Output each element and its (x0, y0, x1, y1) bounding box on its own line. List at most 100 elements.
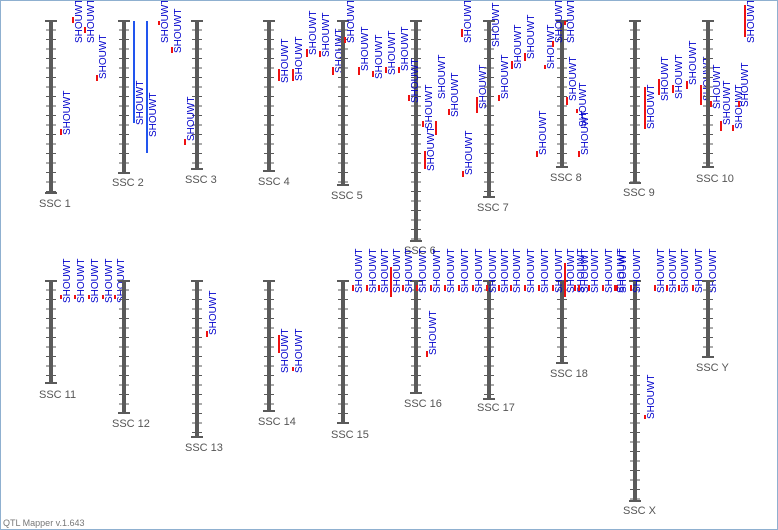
qtl-label: SHOUWT (308, 11, 319, 55)
qtl-label: SHOUWT (418, 249, 429, 293)
qtl-label: SHOUWT (380, 249, 391, 293)
qtl-label: SHOUWT (374, 35, 385, 79)
qtl-label: SHOUWT (208, 291, 219, 335)
qtl-label: SHOUWT (410, 59, 421, 103)
qtl-label: SHOUWT (186, 97, 197, 141)
qtl-label: SHOUWT (646, 375, 657, 419)
qtl-label: SHOUWT (712, 65, 723, 109)
qtl-label: SHOUWT (746, 1, 757, 43)
qtl-label: SHOUWT (740, 63, 751, 107)
qtl-label: SHOUWT (464, 131, 475, 175)
chromosome-label: SSC X (623, 505, 657, 517)
qtl-label: SHOUWT (104, 259, 115, 303)
qtl-label: SHOUWT (674, 55, 685, 99)
qtl-label: SHOUWT (74, 1, 85, 43)
chromosome-label: SSC 3 (185, 174, 217, 186)
qtl-label: SHOUWT (488, 249, 499, 293)
qtl-label: SHOUWT (426, 127, 437, 171)
qtl-label: SHOUWT (334, 29, 345, 73)
chromosome-label: SSC 18 (550, 368, 588, 380)
qtl-label: SHOUWT (280, 39, 291, 83)
qtl-label: SHOUWT (512, 249, 523, 293)
chromosome-label: SSC 4 (258, 176, 290, 188)
qtl-label: SHOUWT (554, 1, 565, 43)
qtl-label: SHOUWT (578, 83, 589, 127)
qtl-label: SHOUWT (360, 27, 371, 71)
qtl-label: SHOUWT (76, 259, 87, 303)
qtl-label: SHOUWT (526, 249, 537, 293)
qtl-label: SHOUWT (668, 249, 679, 293)
qtl-label: SHOUWT (173, 9, 184, 53)
qtl-label: SHOUWT (62, 259, 73, 303)
chromosome-label: SSC 12 (112, 418, 150, 430)
qtl-label: SHOUWT (694, 249, 705, 293)
chromosome-label: SSC Y (696, 362, 729, 374)
qtl-label: SHOUWT (428, 311, 439, 355)
qtl-label: SHOUWT (604, 249, 615, 293)
chromosome-label: SSC 15 (331, 429, 369, 441)
qtl-label: SHOUWT (500, 249, 511, 293)
qtl-label: SHOUWT (708, 249, 719, 293)
chromosome-label: SSC 5 (331, 190, 363, 202)
chromosome-label: SSC 7 (477, 202, 509, 214)
qtl-label: SHOUWT (294, 37, 305, 81)
qtl-label: SHOUWT (62, 91, 73, 135)
qtl-label: SHOUWT (546, 25, 557, 69)
qtl-label: SHOUWT (632, 249, 643, 293)
qtl-label: SHOUWT (580, 111, 591, 155)
qtl-label: SHOUWT (538, 111, 549, 155)
chromosome-label: SSC 14 (258, 416, 296, 428)
qtl-label: SHOUWT (90, 259, 101, 303)
chromosome-ssc-13: SSC 13 SHOUWT (185, 280, 223, 454)
qtl-label: SHOUWT (148, 93, 159, 137)
qtl-label: SHOUWT (478, 65, 489, 109)
qtl-label: SHOUWT (580, 249, 591, 293)
qtl-label: SHOUWT (526, 15, 537, 59)
chromosome-ssc-10: SSC 10SHOUWTSHOUWTSHOUWTSHOUWTSHOUWT (696, 1, 757, 185)
qtl-label: SHOUWT (437, 55, 448, 99)
qtl-label: SHOUWT (680, 249, 691, 293)
qtl-label: SHOUWT (554, 249, 565, 293)
qtl-label: SHOUWT (646, 85, 657, 129)
qtl-label: SHOUWT (321, 13, 332, 57)
chromosome-label: SSC 11 (39, 389, 76, 401)
qtl-label: SHOUWT (450, 73, 461, 117)
chromosome-label: SSC 16 (404, 398, 442, 410)
qtl-label: SHOUWT (400, 27, 411, 71)
qtl-label: SHOUWT (346, 1, 357, 43)
qtl-label: SHOUWT (354, 249, 365, 293)
qtl-label: SHOUWT (660, 57, 671, 101)
qtl-label: SHOUWT (540, 249, 551, 293)
chromosome-ssc-12: SSC 12 (112, 280, 150, 430)
qtl-label: SHOUWT (280, 329, 291, 373)
qtl-label: SHOUWT (474, 249, 485, 293)
qtl-label: SHOUWT (566, 1, 577, 43)
chromosome-label: SSC 8 (550, 172, 582, 184)
qtl-label: SHOUWT (86, 1, 97, 43)
qtl-label: SHOUWT (392, 249, 403, 293)
chromosome-label: SSC 1 (39, 198, 71, 210)
chromosome-label: SSC 13 (185, 442, 223, 454)
qtl-label: SHOUWT (424, 85, 435, 129)
chromosome-ssc-3: SSC 3 SHOUWT (184, 20, 217, 186)
chromosome-label: SSC 6 (404, 245, 436, 257)
qtl-label: SHOUWT (463, 1, 474, 43)
qtl-label: SHOUWT (368, 249, 379, 293)
chromosome-ssc-y: SSC Y (696, 280, 729, 374)
qtl-label: SHOUWT (135, 81, 146, 125)
chromosome-ssc-14: SSC 14 SHOUWT SHOUWT (258, 280, 305, 428)
qtl-label: SHOUWT (618, 249, 629, 293)
qtl-label: SHOUWT (616, 249, 627, 293)
qtl-label: SHOUWT (590, 249, 601, 293)
